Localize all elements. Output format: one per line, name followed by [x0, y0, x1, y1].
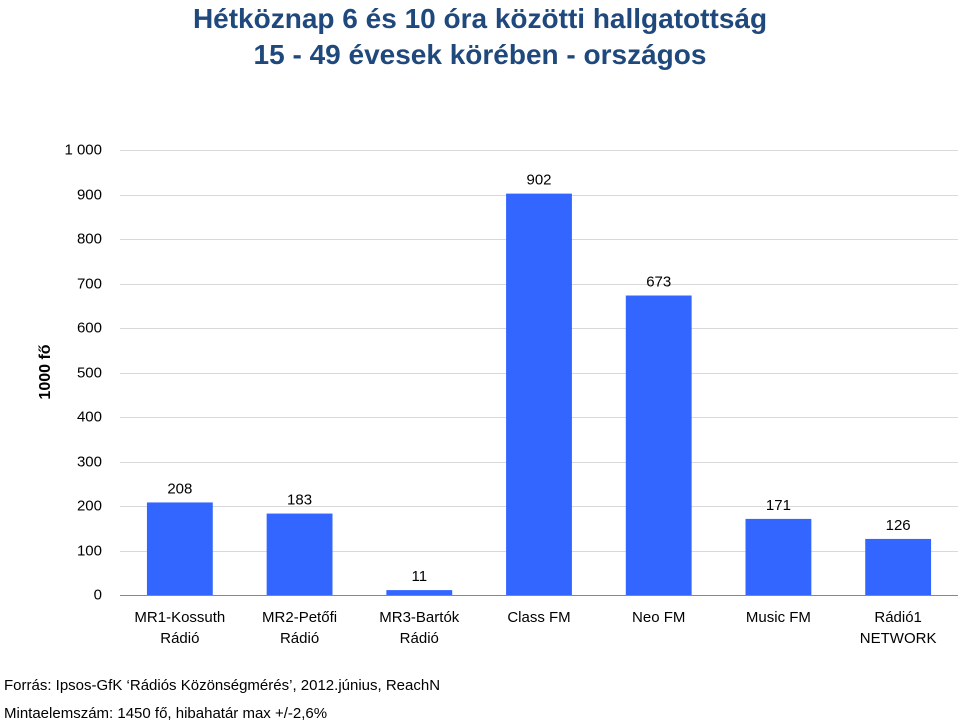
footer-source: Forrás: Ipsos-GfK ‘Rádiós Közönségmérés’…: [4, 677, 441, 694]
x-tick-label: Class FM: [507, 609, 570, 626]
bar: [745, 518, 812, 595]
bar: [386, 590, 453, 595]
y-tick-label: 400: [77, 408, 102, 425]
data-label: 673: [646, 274, 671, 291]
y-tick-label: 200: [77, 497, 102, 514]
x-tick-label: Rádió1 NETWORK: [860, 609, 937, 647]
y-tick-label: 300: [77, 453, 102, 470]
bars: [146, 193, 932, 596]
bar: [625, 295, 692, 595]
y-axis-ticks: 0 100 200 300 400 500 600 700 800 900 1 000: [64, 141, 102, 603]
bar: [506, 193, 572, 596]
data-label: 171: [766, 497, 791, 514]
x-tick-label: MR3-Bartók Rádió: [379, 609, 460, 647]
x-tick-label: MR2-Petőfi Rádió: [262, 609, 337, 647]
chart-title-line-2: 15 - 49 évesek körében - országos: [253, 39, 707, 70]
x-tick-label: Music FM: [746, 609, 811, 626]
y-tick-label: 800: [77, 230, 102, 247]
data-label: 183: [287, 492, 312, 509]
data-label: 11: [411, 568, 427, 585]
bar: [146, 502, 213, 595]
y-tick-label: 0: [94, 586, 102, 603]
data-label: 902: [526, 172, 551, 189]
data-label: 126: [886, 517, 911, 534]
bar: [266, 513, 333, 595]
data-labels: 208 183 11 902 673 171 126: [167, 172, 910, 585]
y-tick-label: 600: [77, 319, 102, 336]
y-tick-label: 700: [77, 275, 102, 292]
y-tick-label: 100: [77, 542, 102, 559]
footer-sample-size: Mintaelemszám: 1450 fő, hibahatár max +/…: [4, 705, 328, 722]
x-tick-label: Neo FM: [632, 609, 685, 626]
x-axis-ticks: MR1-Kossuth Rádió MR2-Petőfi Rádió MR3-Bartó…: [134, 609, 936, 647]
bar: [865, 538, 932, 595]
data-label: 208: [167, 480, 192, 497]
y-tick-label: 500: [77, 364, 102, 381]
x-tick-label: MR1-Kossuth Rádió: [134, 609, 225, 647]
y-tick-label: 900: [77, 186, 102, 203]
y-axis-label: 1000 fő: [37, 344, 54, 399]
y-tick-label: 1 000: [64, 141, 102, 158]
chart-title-line-1: Hétköznap 6 és 10 óra közötti hallgatott…: [192, 3, 768, 34]
